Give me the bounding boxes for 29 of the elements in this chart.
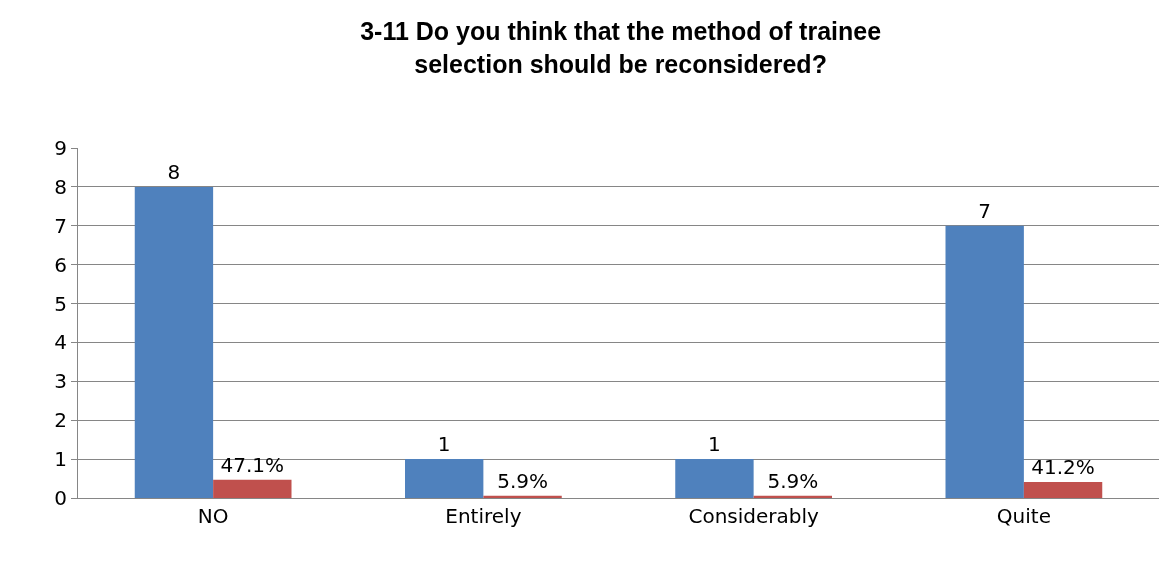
y-tick-label: 5 (54, 291, 67, 316)
data-label: 47.1% (220, 452, 285, 477)
bar (1023, 481, 1103, 498)
x-tick-label: Quite (996, 504, 1051, 528)
y-tick-label: 6 (54, 252, 67, 277)
bar (213, 479, 292, 498)
y-tick-label: 7 (54, 213, 67, 238)
x-tick-label: Entirely (445, 504, 522, 528)
data-label: 1 (708, 432, 721, 457)
x-tick-label: Considerably (688, 504, 819, 528)
data-label: 5.9% (767, 468, 819, 493)
y-tick-label: 8 (54, 174, 67, 199)
bar (675, 459, 754, 498)
data-label: 7 (978, 198, 992, 223)
data-label: 1 (437, 432, 451, 457)
bar (405, 459, 484, 498)
bar (134, 186, 214, 498)
bar (945, 225, 1024, 498)
y-tick-label: 9 (54, 136, 67, 160)
chart-title: 3-11 Do you think that the method of trainee selection should be reconsidered? (360, 17, 882, 78)
data-label: 8 (167, 159, 181, 184)
y-tick-label: 0 (54, 486, 67, 510)
x-tick-label: NO (197, 504, 229, 528)
data-label: 5.9% (497, 468, 548, 493)
y-tick-label: 4 (54, 330, 67, 355)
y-tick-label: 3 (54, 369, 67, 394)
data-label: 41.2% (1031, 454, 1095, 479)
y-tick-label: 2 (54, 408, 67, 433)
y-tick-label: 1 (54, 447, 67, 472)
